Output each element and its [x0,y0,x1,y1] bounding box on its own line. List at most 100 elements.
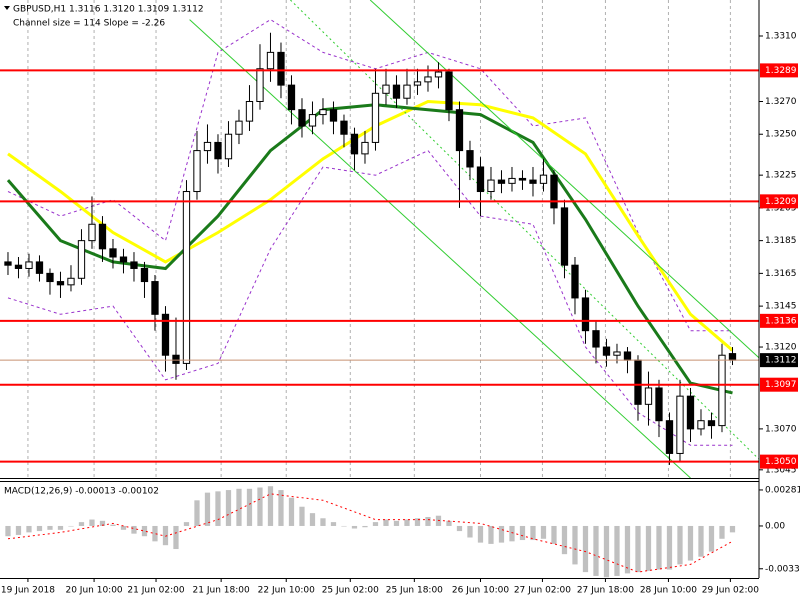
histogram-bar [708,525,715,552]
x-tick-label: 27 Jun 18:00 [577,586,634,596]
histogram-bar [393,520,400,526]
candle-body [592,330,600,348]
candle-body [140,267,149,283]
candle-body [266,51,275,70]
candle-body [151,281,159,315]
y-tick-label: 1.3310 [765,32,797,42]
histogram-bar [572,525,578,565]
candle-body [508,177,516,184]
channel-line [189,19,691,478]
indicator-line [7,149,733,446]
candle-body [119,256,128,263]
menu-icon [4,6,10,10]
histogram-bar [78,522,85,526]
y-tick-label: 1.3225 [765,171,797,181]
x-tick-label: 25 Jun 18:00 [386,586,443,596]
candle-body [697,420,705,430]
candle-body [77,240,86,279]
histogram-bar [677,525,683,565]
histogram-bar [152,525,158,542]
candle-body [581,297,590,332]
histogram-bar [36,525,43,532]
histogram-bar [215,491,221,526]
candle-body [424,76,432,83]
candle-body [109,248,117,258]
candle-body [487,179,495,193]
histogram-bar [456,525,463,532]
histogram-bar [666,525,673,570]
candle-body [308,114,317,127]
x-tick-label: 21 Jun 02:00 [127,586,184,596]
histogram-bar [257,487,263,526]
x-tick-label: 28 Jun 10:00 [640,586,697,596]
level-label: 1.3097 [765,380,797,390]
candle-body [14,264,23,269]
histogram-bar [540,525,547,539]
histogram-bar [582,525,589,573]
candle-body [224,133,233,160]
histogram-bar [278,490,284,526]
histogram-bar [320,518,326,526]
candle-body [35,261,44,274]
chart-title: GBPUSD,H1 1.3116 1.3120 1.3109 1.3112 [13,5,204,15]
histogram-bar [656,525,662,570]
candle-body [329,109,338,122]
histogram-bar [299,506,305,526]
candle-body [571,264,579,299]
y-tick-label: 1.3120 [765,343,797,353]
y-tick-label: 1.3045 [765,465,797,475]
candle-body [665,420,674,454]
histogram-bar [509,525,515,542]
histogram-bar [614,525,620,576]
y-tick-label: 1.3165 [765,269,797,279]
candle-body [476,166,485,193]
candle-body [130,261,138,269]
candle-body [4,261,12,266]
candle-body [613,351,621,356]
histogram-bar [414,518,421,526]
histogram-bar [351,525,358,529]
last-price-label: 1.3112 [765,356,797,366]
candle-body [445,71,453,111]
candle-body [539,174,548,184]
candle-body [277,51,285,86]
candle-body [707,420,716,427]
histogram-bar [68,525,74,527]
histogram-bar [99,520,106,526]
histogram-bar [467,525,473,538]
candle-body [466,150,474,168]
y-tick-label: 1.3145 [765,302,797,312]
y-tick-label: 0.00281 [765,485,800,495]
candle-body [455,109,464,152]
histogram-bar [519,525,526,541]
x-tick-label: 29 Jun 02:00 [702,586,759,596]
x-tick-label: 19 Jun 2018 [1,586,55,596]
histogram-bar [246,488,253,526]
x-tick-label: 26 Jun 10:00 [452,586,509,596]
histogram-bar [5,525,11,537]
candle-body [371,92,380,143]
candle-body [203,141,212,152]
candle-body [529,179,537,184]
histogram-bar [131,525,137,534]
candle-body [686,395,695,430]
candle-body [98,223,107,250]
candle-body [560,207,569,266]
histogram-bar [624,525,631,574]
y-tick-label: 1.3270 [765,97,797,107]
last-price-box [760,353,798,368]
histogram-bar [551,525,557,544]
histogram-bar [362,525,368,528]
level-box [760,454,798,469]
candle-body [413,81,422,86]
histogram-bar [194,500,200,526]
candle-body [182,191,191,364]
level-box [760,194,798,209]
level-label: 1.3050 [765,457,797,467]
candle-body [728,353,737,361]
candle-body [550,174,558,209]
histogram-bar [719,525,725,539]
candle-body [161,313,170,356]
